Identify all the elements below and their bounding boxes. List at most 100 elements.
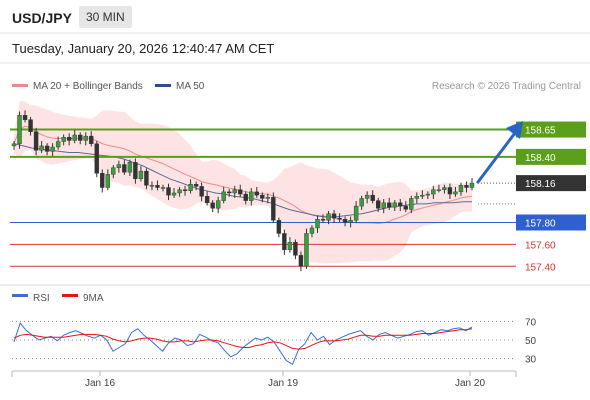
candle-body — [243, 193, 248, 201]
candle-body — [193, 184, 199, 187]
candle — [238, 184, 243, 197]
candle-body — [171, 192, 177, 196]
candle — [177, 186, 182, 197]
candle-body — [375, 200, 381, 209]
candle — [271, 192, 276, 224]
candle-body — [458, 185, 464, 193]
candle-body — [370, 194, 375, 201]
x-tick-label-0: Jan 16 — [85, 378, 115, 389]
candle-body — [127, 162, 133, 173]
candle — [409, 195, 414, 214]
candle-body — [315, 219, 320, 229]
level-label-3: 157.60 — [525, 240, 556, 251]
candle-body — [199, 186, 204, 197]
legend-swatch-rsi — [12, 294, 28, 297]
candle — [315, 215, 320, 233]
candle — [282, 229, 287, 255]
candle-body — [89, 135, 94, 144]
candle-body — [309, 227, 315, 234]
x-tick-label-2: Jan 20 — [455, 378, 485, 389]
candle — [342, 216, 348, 227]
candle-body — [138, 170, 144, 179]
chart-header: USD/JPY 30 MIN — [0, 0, 590, 36]
candle — [33, 127, 39, 156]
candle-body — [425, 193, 431, 196]
legend-swatch-9ma — [62, 294, 78, 297]
level-label-0: 158.65 — [525, 126, 556, 137]
candle-body — [105, 174, 111, 188]
candle — [149, 181, 155, 191]
candle — [55, 136, 61, 150]
candle-body — [215, 200, 221, 209]
candle-body — [66, 136, 72, 141]
rsi-signal-line — [13, 328, 473, 350]
candle-body — [282, 233, 287, 251]
candle — [265, 193, 271, 204]
candle — [89, 131, 94, 147]
candle-body — [83, 135, 88, 141]
candle-body — [44, 145, 50, 152]
candle — [464, 181, 469, 193]
candle-body — [342, 219, 348, 223]
candle-body — [204, 196, 210, 204]
candle — [122, 159, 127, 175]
legend-label-ma50: MA 50 — [176, 81, 205, 92]
candle — [39, 141, 44, 154]
candle-body — [72, 134, 77, 141]
candle — [188, 179, 193, 194]
rsi-grid: 70 50 30 — [12, 317, 537, 366]
source-label: Research © 2026 Trading Central — [432, 81, 581, 92]
candle-body — [331, 213, 337, 219]
candle-body — [232, 189, 237, 194]
candle — [199, 182, 204, 202]
candle-body — [39, 145, 44, 151]
candle — [370, 190, 375, 204]
candle-body — [210, 202, 215, 209]
candle — [431, 185, 436, 199]
candle — [83, 132, 88, 146]
candle — [304, 228, 309, 269]
legend-label-9ma: 9MA — [83, 293, 104, 304]
candle — [155, 180, 160, 191]
candle — [453, 186, 458, 197]
candle-body — [387, 202, 392, 208]
candle — [193, 181, 199, 191]
rsi-level-label-0: 70 — [525, 317, 537, 328]
level-tag-2 — [516, 214, 586, 231]
candle — [403, 201, 408, 213]
candle-body — [61, 136, 66, 142]
candle — [348, 216, 353, 228]
candle — [287, 237, 293, 253]
candle-body — [188, 184, 193, 191]
candle-body — [271, 197, 276, 221]
last-price-tag — [516, 175, 586, 192]
candle — [364, 191, 370, 204]
candle — [94, 141, 99, 178]
timeframe-button[interactable]: 30 MIN — [79, 6, 132, 28]
last-price-label: 158.16 — [525, 179, 556, 190]
x-axis: Jan 16 Jan 19 Jan 20 — [85, 371, 485, 389]
candle — [17, 111, 22, 149]
legend-swatch-ma20 — [12, 84, 28, 87]
candle-body — [28, 119, 33, 132]
candle — [28, 116, 33, 136]
candle-body — [94, 143, 99, 174]
candle — [249, 188, 254, 206]
candle-body — [111, 167, 116, 175]
candle — [309, 225, 315, 238]
candle-body — [17, 115, 22, 144]
candlesticks — [11, 110, 475, 272]
candle-body — [469, 182, 475, 188]
candle-body — [392, 202, 397, 208]
symbol-label: USD/JPY — [12, 10, 72, 26]
candle-body — [409, 198, 414, 210]
level-label-4: 157.40 — [525, 262, 556, 273]
candle-body — [464, 185, 469, 188]
candle — [337, 213, 342, 222]
candle — [387, 197, 392, 210]
candle — [392, 200, 397, 212]
candle-body — [122, 164, 127, 173]
candle-body — [155, 185, 160, 188]
candle — [116, 160, 122, 173]
candle-body — [227, 191, 232, 194]
